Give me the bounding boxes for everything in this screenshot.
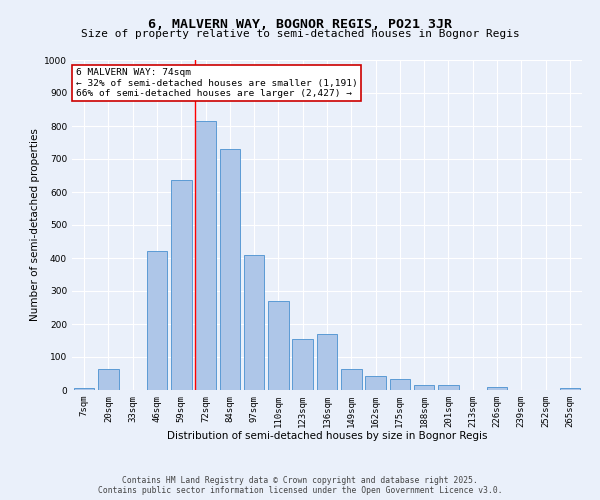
Bar [389, 380, 410, 390]
Bar [220, 149, 240, 390]
Bar [268, 301, 289, 390]
Bar [438, 385, 459, 390]
Bar [171, 180, 191, 390]
Bar [365, 376, 386, 390]
Bar [74, 388, 94, 390]
Bar [195, 121, 216, 390]
Bar [317, 334, 337, 390]
Bar [560, 388, 580, 390]
Text: Size of property relative to semi-detached houses in Bognor Regis: Size of property relative to semi-detach… [80, 29, 520, 39]
Text: 6 MALVERN WAY: 74sqm
← 32% of semi-detached houses are smaller (1,191)
66% of se: 6 MALVERN WAY: 74sqm ← 32% of semi-detac… [76, 68, 358, 98]
Bar [341, 368, 362, 390]
Text: 6, MALVERN WAY, BOGNOR REGIS, PO21 3JR: 6, MALVERN WAY, BOGNOR REGIS, PO21 3JR [148, 18, 452, 30]
Bar [244, 254, 265, 390]
Bar [487, 386, 508, 390]
Y-axis label: Number of semi-detached properties: Number of semi-detached properties [30, 128, 40, 322]
Bar [292, 339, 313, 390]
Bar [414, 385, 434, 390]
Text: Contains HM Land Registry data © Crown copyright and database right 2025.
Contai: Contains HM Land Registry data © Crown c… [98, 476, 502, 495]
X-axis label: Distribution of semi-detached houses by size in Bognor Regis: Distribution of semi-detached houses by … [167, 432, 487, 442]
Bar [146, 252, 167, 390]
Bar [98, 368, 119, 390]
